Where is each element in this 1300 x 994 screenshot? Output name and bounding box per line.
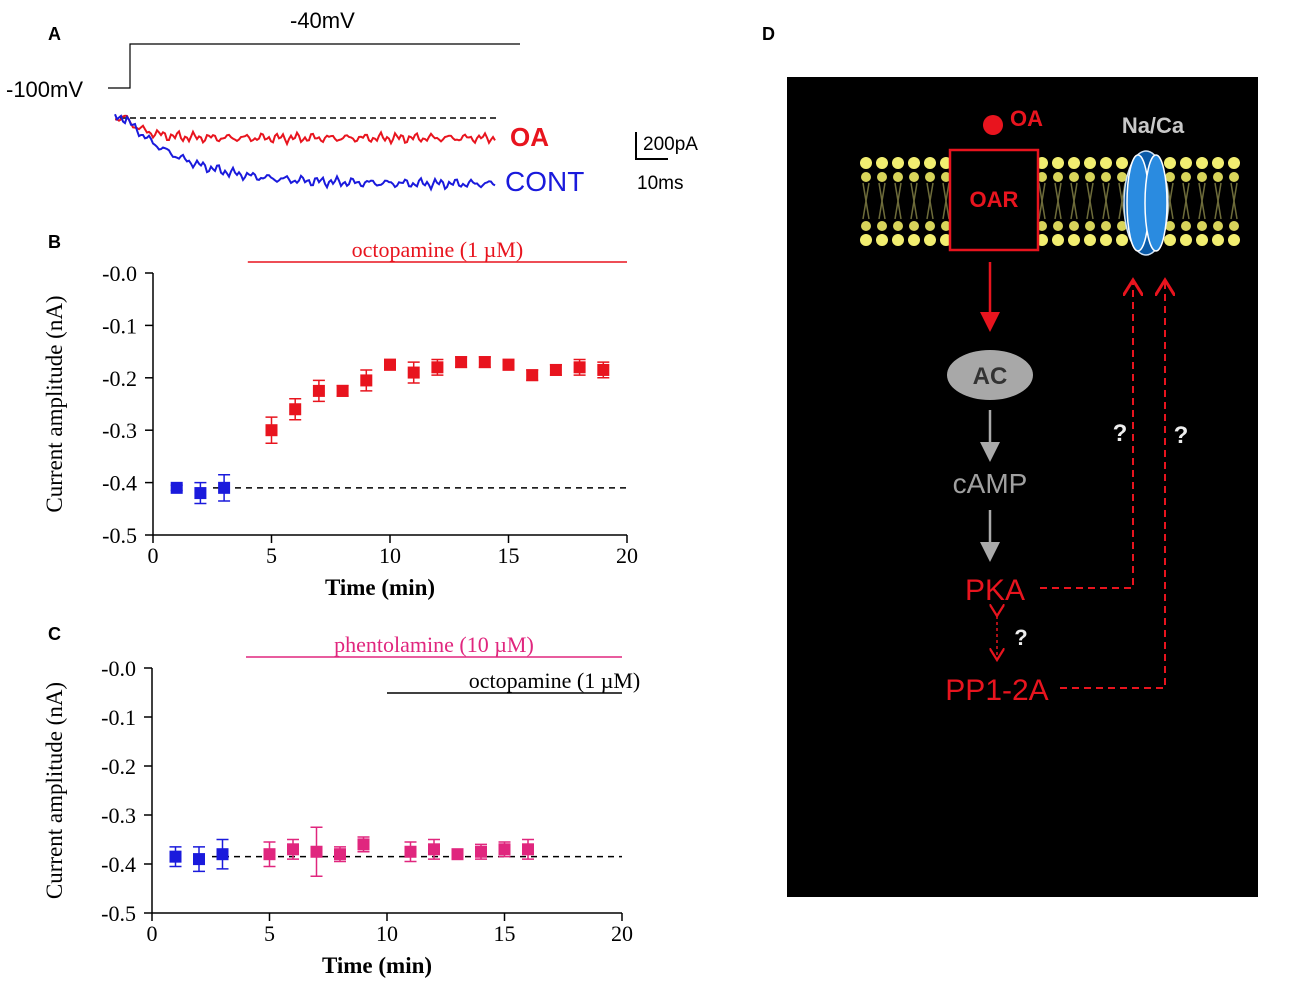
point <box>597 363 610 376</box>
treatment-label: octopamine (1 µM) <box>469 668 641 693</box>
y-axis-label: Current amplitude (nA) <box>42 295 67 512</box>
panel-a: A -100mV -40mV OA CONT 200pA 10ms <box>6 8 698 197</box>
scale-label: 10ms <box>637 173 683 194</box>
y-tick-label: -0.4 <box>101 852 136 877</box>
y-tick-label: -0.1 <box>102 313 137 338</box>
x-tick-label: 10 <box>376 921 398 946</box>
ligand <box>983 115 1003 135</box>
enzyme-label: AC <box>973 363 1008 390</box>
membrane <box>858 155 1240 248</box>
y-tick-label: -0.3 <box>102 418 137 443</box>
point <box>478 356 491 369</box>
point <box>455 356 468 369</box>
x-tick-label: 15 <box>498 543 520 568</box>
point <box>287 843 299 856</box>
x-tick-label: 5 <box>264 921 275 946</box>
x-tick-label: 20 <box>616 543 638 568</box>
receptor-label: OAR <box>970 187 1019 212</box>
point <box>169 850 182 863</box>
unknown-label: ? <box>1113 420 1128 447</box>
x-tick-label: 0 <box>147 921 158 946</box>
y-axis-label: Current amplitude (nA) <box>42 682 67 899</box>
y-tick-label: -0.1 <box>101 705 136 730</box>
y-tick-label: -0.2 <box>101 754 136 779</box>
enzyme <box>947 350 1033 400</box>
point <box>573 361 586 374</box>
point <box>475 845 487 858</box>
point <box>498 843 511 856</box>
point <box>384 358 396 371</box>
unknown-label: ? <box>1174 422 1189 449</box>
panel-label: A <box>48 24 61 44</box>
point <box>194 487 207 500</box>
x-axis-label: Time (min) <box>322 953 432 978</box>
point <box>265 424 278 437</box>
treatment-label: octopamine (1 µM) <box>352 237 524 262</box>
y-tick-label: -0.4 <box>102 471 137 496</box>
point <box>431 361 444 374</box>
panel-d: D OAR OA Na/Ca AC cAMP PKA ? PP1-2A ? ? <box>762 24 1258 897</box>
treatment-label: phentolamine (10 µM) <box>334 632 534 657</box>
arrow <box>1040 280 1133 589</box>
y-tick-label: -0.5 <box>101 901 136 926</box>
x-tick-label: 20 <box>611 921 633 946</box>
x-tick-label: 0 <box>148 543 159 568</box>
point <box>549 363 562 376</box>
x-axis-label: Time (min) <box>325 575 435 600</box>
point <box>218 481 231 494</box>
y-tick-label: -0.0 <box>102 261 137 286</box>
point <box>451 848 464 861</box>
point <box>522 843 534 856</box>
y-tick-label: -0.2 <box>102 366 137 391</box>
messenger-label: cAMP <box>953 468 1028 499</box>
step-label: -40mV <box>290 8 355 33</box>
x-tick-label: 5 <box>266 543 277 568</box>
ligand-label: OA <box>1010 106 1043 131</box>
point <box>263 848 276 861</box>
voltage-step <box>108 43 520 89</box>
point <box>336 384 349 397</box>
x-tick-label: 10 <box>379 543 401 568</box>
point <box>360 374 373 387</box>
chart: C -0.0 -0.1 -0.2 -0.3 -0.4 -0.5 0 5 10 15 20 Time (m… <box>42 624 640 978</box>
panel-label: D <box>762 24 775 44</box>
kinase-label: PKA <box>965 574 1025 607</box>
y-tick-label: -0.0 <box>101 656 136 681</box>
point <box>310 845 323 858</box>
trace-cont <box>114 113 496 192</box>
scale-bar <box>635 132 668 160</box>
panel-label: C <box>48 624 61 644</box>
point <box>526 369 539 382</box>
y-tick-label: -0.3 <box>101 803 136 828</box>
scale-label: 200pA <box>643 134 698 155</box>
point <box>407 366 420 379</box>
x-tick-label: 15 <box>494 921 516 946</box>
channel-label: Na/Ca <box>1122 113 1185 138</box>
phosphatase-label: PP1-2A <box>945 674 1048 707</box>
point <box>170 481 183 494</box>
point <box>502 358 515 371</box>
trace-label: OA <box>510 122 549 152</box>
y-tick-label: -0.5 <box>102 523 137 548</box>
point <box>404 845 417 858</box>
panel-label: B <box>48 232 61 252</box>
charts: B -0.0 -0.1 -0.2 -0.3 -0.4 -0.5 0 5 10 15 20 Time (m… <box>42 232 640 978</box>
receptor <box>948 148 1040 252</box>
point <box>193 853 205 866</box>
chart: B -0.0 -0.1 -0.2 -0.3 -0.4 -0.5 0 5 10 15 20 Time (m… <box>42 232 638 600</box>
channel <box>1123 150 1169 256</box>
point <box>312 384 325 397</box>
trace-oa <box>114 114 496 147</box>
trace-label: CONT <box>505 166 584 197</box>
hold-label: -100mV <box>6 77 83 102</box>
point <box>357 838 370 851</box>
arrow <box>1060 280 1165 689</box>
point <box>428 843 440 856</box>
point <box>289 403 302 416</box>
point <box>216 848 229 861</box>
unknown-label: ? <box>1014 625 1027 650</box>
point <box>334 848 346 861</box>
